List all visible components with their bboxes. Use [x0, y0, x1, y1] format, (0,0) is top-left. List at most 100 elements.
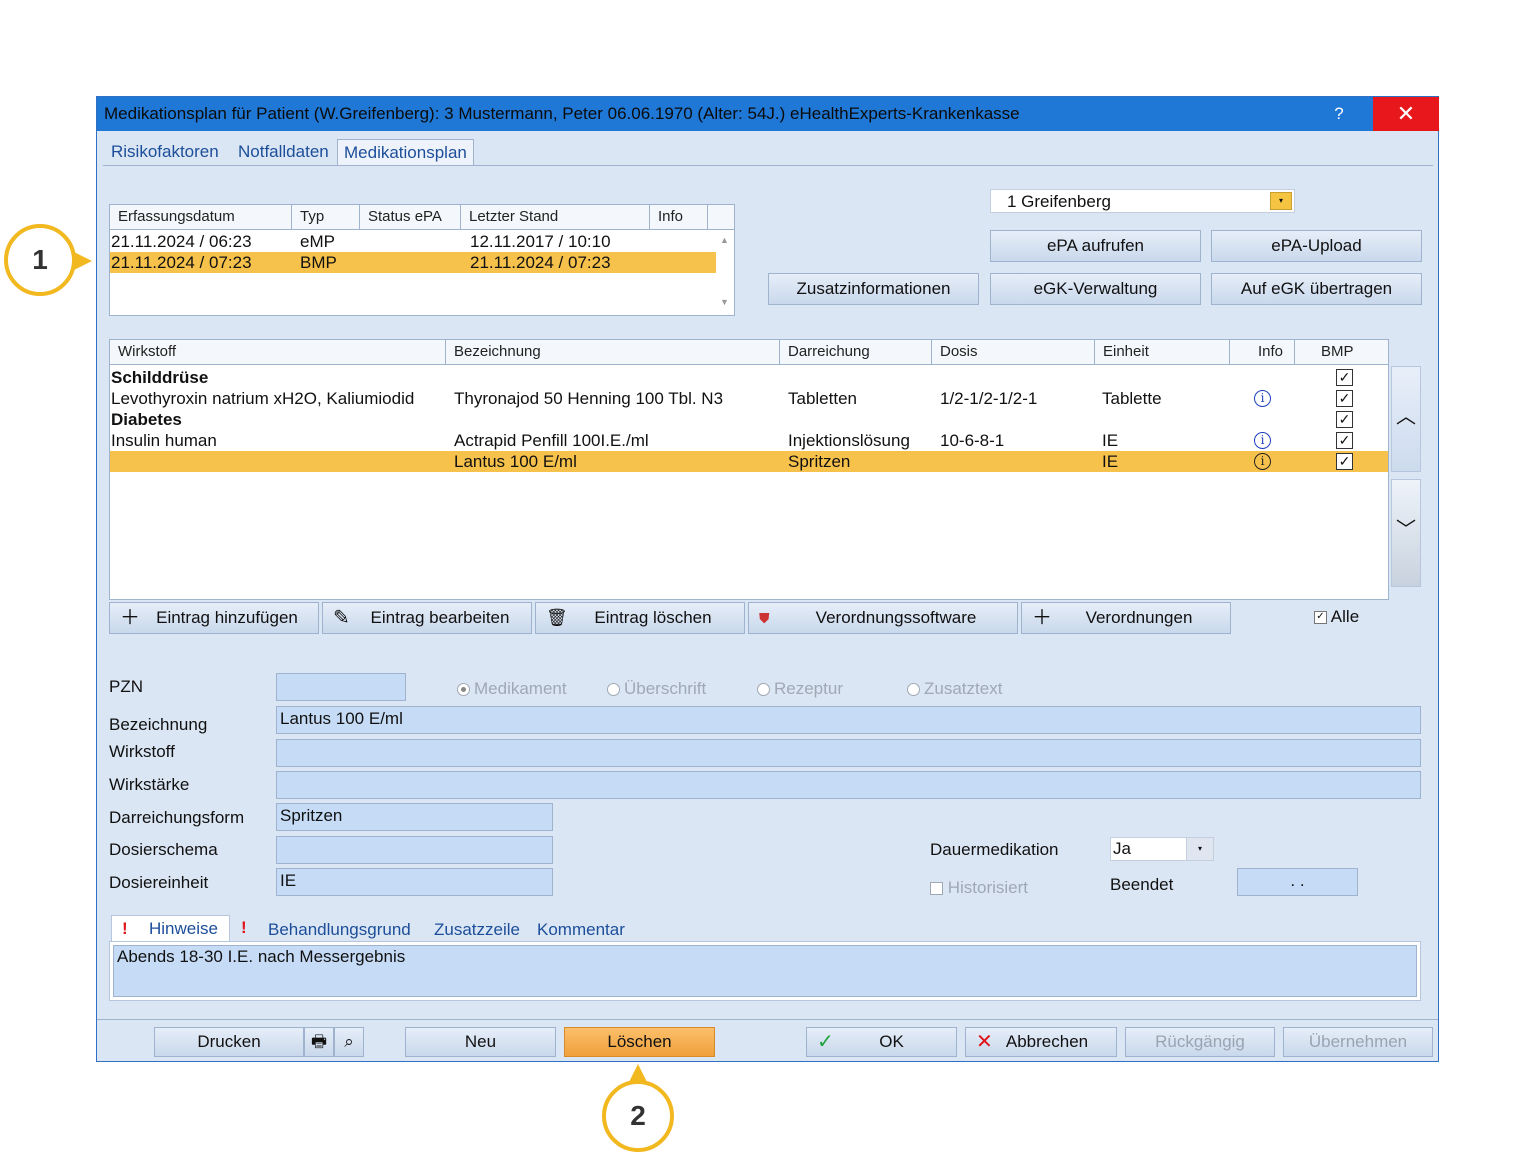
search-icon[interactable]: ⌕ — [334, 1027, 364, 1057]
printer-icon[interactable]: 🖶 — [304, 1027, 334, 1057]
row-last: 12.11.2017 / 10:10 — [470, 232, 611, 251]
table-row-group[interactable]: Diabetes ✓ — [110, 409, 1388, 430]
medication-plan-window: Medikationsplan für Patient (W.Greifenbe… — [96, 96, 1439, 1062]
new-button[interactable]: Neu — [405, 1027, 556, 1057]
cell-wirkstoff: Levothyroxin natrium xH2O, Kaliumiodid — [111, 389, 415, 408]
move-down-chevron-icon[interactable]: ﹀ — [1391, 479, 1421, 587]
callout-2: 2 — [602, 1080, 674, 1152]
table-row-group[interactable]: Schilddrüse ✓ — [110, 367, 1388, 388]
bmp-checkbox[interactable]: ✓ — [1336, 390, 1353, 407]
egk-transfer-button[interactable]: Auf eGK übertragen — [1211, 273, 1422, 305]
medications-table: Wirkstoff Bezeichnung Darreichung Dosis … — [109, 339, 1389, 600]
wirkstaerke-field[interactable] — [276, 771, 1421, 799]
tab-behandlungsgrund[interactable]: Behandlungsgrund — [268, 920, 411, 939]
bmp-checkbox[interactable]: ✓ — [1336, 453, 1353, 470]
egk-admin-button[interactable]: eGK-Verwaltung — [990, 273, 1201, 305]
col-info[interactable]: Info — [650, 205, 708, 229]
table-row-selected[interactable]: 21.11.2024 / 07:23 BMP 21.11.2024 / 07:2… — [110, 252, 716, 273]
cancel-button[interactable]: ✕ Abbrechen — [965, 1027, 1117, 1057]
doctor-select[interactable]: 1 Greifenberg ▾ — [990, 189, 1295, 213]
tab-medikationsplan[interactable]: Medikationsplan — [337, 139, 474, 166]
print-button[interactable]: Drucken — [154, 1027, 304, 1057]
col-typ[interactable]: Typ — [292, 205, 360, 229]
delete-entry-button[interactable]: 🗑 Eintrag löschen — [535, 602, 745, 634]
col-info[interactable]: Info — [1230, 340, 1295, 364]
radio-icon — [907, 683, 920, 697]
col-bmp[interactable]: BMP — [1295, 340, 1389, 364]
radio-icon — [607, 683, 620, 697]
historisiert-checkbox[interactable]: Historisiert — [930, 878, 1028, 898]
prescription-software-button[interactable]: ⛊ Verordnungssoftware — [748, 602, 1018, 634]
col-wirkstoff[interactable]: Wirkstoff — [110, 340, 446, 364]
tab-risikofaktoren[interactable]: Risikofaktoren — [111, 142, 219, 161]
all-checkbox[interactable]: ✓ Alle — [1314, 607, 1359, 627]
table-row[interactable]: Levothyroxin natrium xH2O, Kaliumiodid T… — [110, 388, 1388, 409]
radio-zusatztext[interactable]: Zusatztext — [907, 679, 1002, 699]
tab-zusatzzeile[interactable]: Zusatzzeile — [434, 920, 520, 939]
close-button[interactable]: ✕ — [1373, 97, 1439, 131]
prescriptions-button[interactable]: ＋ Verordnungen — [1021, 602, 1231, 634]
bmp-checkbox[interactable]: ✓ — [1336, 411, 1353, 428]
col-einheit[interactable]: Einheit — [1095, 340, 1230, 364]
info-icon[interactable]: i — [1254, 453, 1271, 470]
tab-kommentar[interactable]: Kommentar — [537, 920, 625, 939]
prescription-software-label: Verordnungssoftware — [815, 608, 977, 627]
info-icon[interactable]: i — [1254, 390, 1271, 407]
dosierschema-field[interactable] — [276, 836, 553, 864]
col-darreichung[interactable]: Darreichung — [780, 340, 932, 364]
note-textarea[interactable]: Abends 18-30 I.E. nach Messergebnis — [113, 945, 1417, 997]
dauermedikation-select[interactable]: Ja ▾ — [1110, 837, 1214, 861]
dosiereinheit-label: Dosiereinheit — [109, 873, 209, 892]
table-row-selected[interactable]: Lantus 100 E/ml Spritzen IE i ✓ — [110, 451, 1388, 472]
move-up-chevron-icon[interactable]: ︿ — [1391, 366, 1421, 472]
radio-medikament[interactable]: Medikament — [457, 679, 567, 699]
radio-rezeptur[interactable]: Rezeptur — [757, 679, 843, 699]
edit-entry-button[interactable]: ✎ Eintrag bearbeiten — [322, 602, 532, 634]
col-erfassungsdatum[interactable]: Erfassungsdatum — [110, 205, 292, 229]
epa-open-button[interactable]: ePA aufrufen — [990, 230, 1201, 262]
cell-einheit: IE — [1102, 452, 1119, 471]
wirkstoff-field[interactable] — [276, 739, 1421, 767]
delete-button[interactable]: Löschen — [564, 1027, 715, 1057]
radio-medikament-label: Medikament — [474, 679, 567, 698]
add-entry-button[interactable]: ＋ Eintrag hinzufügen — [109, 602, 319, 634]
pzn-field[interactable] — [276, 673, 406, 701]
col-status-epa[interactable]: Status ePA — [360, 205, 461, 229]
help-button[interactable]: ? — [1334, 104, 1344, 123]
table-row[interactable]: Insulin human Actrapid Penfill 100I.E./m… — [110, 430, 1388, 451]
checkbox-icon — [930, 882, 943, 896]
darreichungsform-field[interactable]: Spritzen — [276, 803, 553, 831]
cell-darreichung: Tabletten — [788, 389, 857, 408]
extra-info-button[interactable]: Zusatzinformationen — [768, 273, 979, 305]
dropdown-arrow-icon[interactable]: ▾ — [1270, 192, 1292, 210]
bmp-checkbox[interactable]: ✓ — [1336, 432, 1353, 449]
beendet-field[interactable]: . . — [1237, 868, 1358, 896]
bmp-checkbox[interactable]: ✓ — [1336, 369, 1353, 386]
tab-hinweise[interactable]: ! Hinweise — [111, 915, 230, 942]
bezeichnung-field[interactable]: Lantus 100 E/ml — [276, 706, 1421, 734]
epa-upload-button[interactable]: ePA-Upload — [1211, 230, 1422, 262]
table-row[interactable]: 21.11.2024 / 06:23 eMP 12.11.2017 / 10:1… — [110, 231, 716, 252]
dosiereinheit-field[interactable]: IE — [276, 868, 553, 896]
delete-entry-label: Eintrag löschen — [594, 608, 712, 627]
ok-button[interactable]: ✓ OK — [806, 1027, 957, 1057]
scroll-up-arrow-icon[interactable]: ▲ — [720, 235, 729, 245]
col-letzter-stand[interactable]: Letzter Stand — [461, 205, 650, 229]
undo-button[interactable]: Rückgängig — [1125, 1027, 1275, 1057]
check-icon: ✓ — [817, 1031, 834, 1053]
x-icon: ✕ — [976, 1031, 993, 1053]
dauermedikation-label: Dauermedikation — [930, 840, 1059, 859]
dropdown-arrow-icon[interactable]: ▾ — [1186, 838, 1213, 860]
cell-bezeichnung: Actrapid Penfill 100I.E./ml — [454, 431, 649, 450]
col-bezeichnung[interactable]: Bezeichnung — [446, 340, 780, 364]
checkbox-icon: ✓ — [1314, 611, 1327, 625]
apply-button[interactable]: Übernehmen — [1283, 1027, 1433, 1057]
radio-ueberschrift[interactable]: Überschrift — [607, 679, 706, 699]
info-icon[interactable]: i — [1254, 432, 1271, 449]
col-dosis[interactable]: Dosis — [932, 340, 1095, 364]
callout-1-pointer — [74, 252, 92, 270]
scroll-down-arrow-icon[interactable]: ▼ — [720, 297, 729, 307]
title-bar: Medikationsplan für Patient (W.Greifenbe… — [97, 97, 1439, 131]
note-panel: Abends 18-30 I.E. nach Messergebnis — [109, 941, 1421, 1001]
tab-notfalldaten[interactable]: Notfalldaten — [238, 142, 329, 161]
